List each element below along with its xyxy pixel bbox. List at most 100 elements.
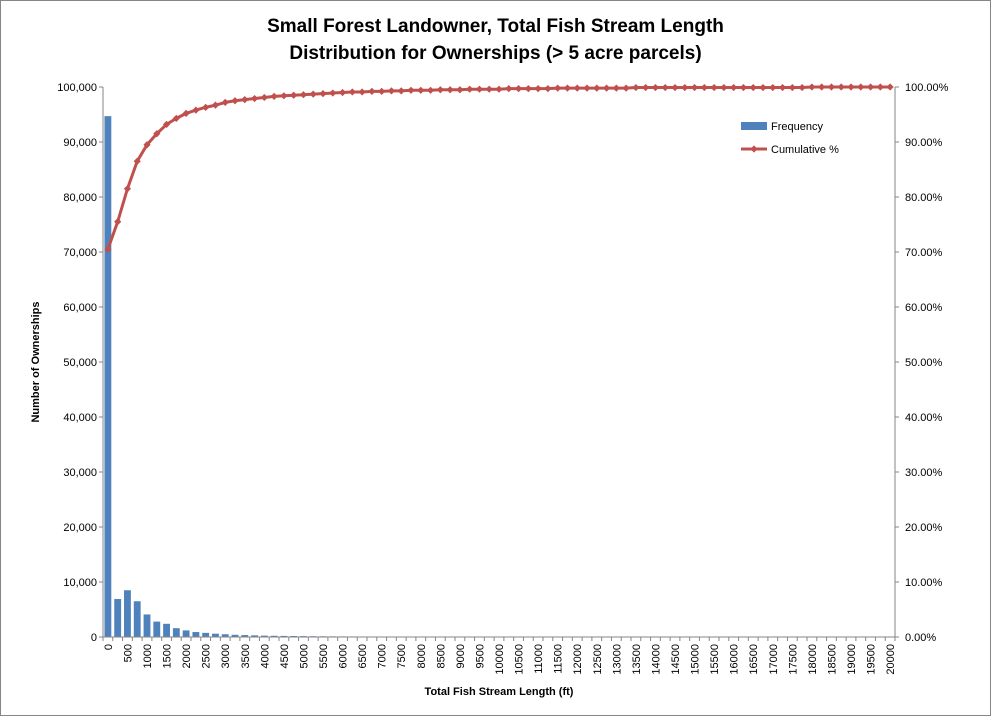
- cumulative-marker: [241, 96, 249, 104]
- cumulative-marker: [690, 83, 699, 92]
- cumulative-marker: [368, 87, 376, 95]
- x-tick-label: 6500: [357, 644, 369, 668]
- y-tick-label: 90,000: [63, 137, 97, 149]
- x-tick-label: 17000: [768, 644, 780, 675]
- cumulative-marker: [221, 98, 229, 106]
- x-tick-label: 14000: [650, 644, 662, 675]
- x-tick-label: 3500: [240, 644, 252, 668]
- frequency-bar: [260, 635, 268, 637]
- x-tick-label: 5500: [318, 644, 330, 668]
- cumulative-marker: [583, 84, 591, 92]
- x-tick-label: 15500: [709, 644, 721, 675]
- cumulative-marker: [182, 109, 190, 117]
- frequency-bar: [212, 633, 219, 637]
- y2-tick-label: 20.00%: [905, 522, 943, 534]
- cumulative-marker: [593, 84, 601, 92]
- cumulative-marker: [651, 83, 660, 92]
- frequency-bar: [104, 116, 112, 637]
- cumulative-marker: [524, 85, 532, 93]
- legend-cumulative-marker: [750, 145, 758, 153]
- x-tick-label: 7500: [396, 644, 408, 668]
- cumulative-marker: [818, 83, 826, 91]
- frequency-bars: [104, 116, 894, 637]
- x-axis-title: Total Fish Stream Length (ft): [425, 686, 574, 698]
- frequency-bar: [231, 634, 239, 637]
- axes: [102, 87, 896, 638]
- cumulative-marker: [211, 101, 220, 109]
- x-tick-label: 2500: [201, 644, 213, 668]
- frequency-bar: [172, 628, 180, 637]
- x-tick-label: 9000: [455, 644, 467, 668]
- cumulative-marker: [250, 94, 259, 103]
- cumulative-marker: [720, 83, 728, 92]
- cumulative-marker: [534, 85, 542, 93]
- cumulative-marker: [143, 141, 151, 149]
- x-tick-label: 8500: [435, 644, 447, 668]
- cumulative-marker: [162, 120, 171, 128]
- cumulative-marker: [348, 88, 356, 96]
- cumulative-marker: [622, 84, 630, 92]
- legend-cumulative-label: Cumulative %: [771, 144, 839, 156]
- legend-frequency-label: Frequency: [771, 121, 823, 133]
- y-tick-label: 50,000: [63, 357, 97, 369]
- cumulative-marker: [329, 89, 337, 97]
- frequency-bar: [192, 632, 200, 637]
- cumulative-marker: [446, 86, 454, 94]
- cumulative-marker: [612, 84, 620, 92]
- cumulative-marker: [632, 83, 640, 92]
- frequency-bar: [221, 634, 229, 637]
- x-tick-label: 4000: [259, 644, 271, 668]
- frequency-bar: [182, 630, 190, 637]
- chart-title-line-2: Distribution for Ownerships (> 5 acre pa…: [289, 43, 702, 64]
- x-tick-label: 17500: [787, 644, 799, 675]
- cumulative-marker: [260, 93, 268, 102]
- x-tick-label: 19500: [866, 644, 878, 675]
- x-axis-ticks: 0 500 1000 1500 2000 2500 3000 3500 4000 4500 5000…: [102, 637, 897, 675]
- x-tick-label: 16000: [729, 644, 741, 675]
- cumulative-marker: [153, 130, 161, 138]
- frequency-bar: [251, 635, 258, 637]
- cumulative-marker: [466, 85, 474, 93]
- chart-title-line-1: Small Forest Landowner, Total Fish Strea…: [267, 16, 724, 37]
- x-tick-label: 13000: [611, 644, 623, 675]
- cumulative-marker: [554, 84, 562, 92]
- frequency-bar: [143, 614, 151, 637]
- frequency-bar: [280, 635, 288, 637]
- x-tick-label: 500: [122, 644, 134, 662]
- cumulative-marker: [788, 83, 796, 92]
- x-tick-label: 12500: [592, 644, 604, 675]
- cumulative-marker: [133, 157, 141, 165]
- cumulative-marker: [681, 83, 689, 92]
- cumulative-marker: [397, 87, 405, 95]
- cumulative-marker: [231, 97, 239, 105]
- cumulative-marker: [338, 88, 347, 97]
- cumulative-marker: [876, 83, 884, 91]
- cumulative-marker: [808, 83, 816, 91]
- legend-frequency-swatch: [741, 122, 767, 130]
- x-tick-label: 12000: [572, 644, 584, 675]
- cumulative-marker: [602, 84, 611, 92]
- y2-tick-label: 60.00%: [905, 302, 943, 314]
- cumulative-marker: [505, 85, 513, 93]
- x-tick-label: 5000: [298, 644, 310, 668]
- cumulative-marker: [730, 83, 738, 92]
- cumulative-marker: [280, 92, 288, 100]
- cumulative-marker: [309, 90, 317, 98]
- cumulative-marker: [798, 83, 806, 92]
- cumulative-marker: [778, 83, 787, 92]
- x-tick-label: 9500: [474, 644, 486, 668]
- frequency-bar: [124, 590, 131, 637]
- x-tick-label: 1000: [142, 644, 154, 668]
- y-tick-label: 20,000: [63, 522, 97, 534]
- right-axis-ticks: 0.00% 10.00% 20.00% 30.00% 40.00% 50.00% 60.00…: [895, 82, 949, 644]
- cumulative-marker: [104, 245, 112, 253]
- x-tick-label: 14500: [670, 644, 682, 675]
- x-tick-label: 8000: [416, 644, 428, 668]
- x-tick-label: 11000: [533, 644, 545, 674]
- y2-tick-label: 90.00%: [905, 137, 943, 149]
- y2-tick-label: 100.00%: [905, 82, 949, 94]
- y-tick-label: 30,000: [63, 467, 97, 479]
- y-tick-label: 100,000: [57, 82, 97, 94]
